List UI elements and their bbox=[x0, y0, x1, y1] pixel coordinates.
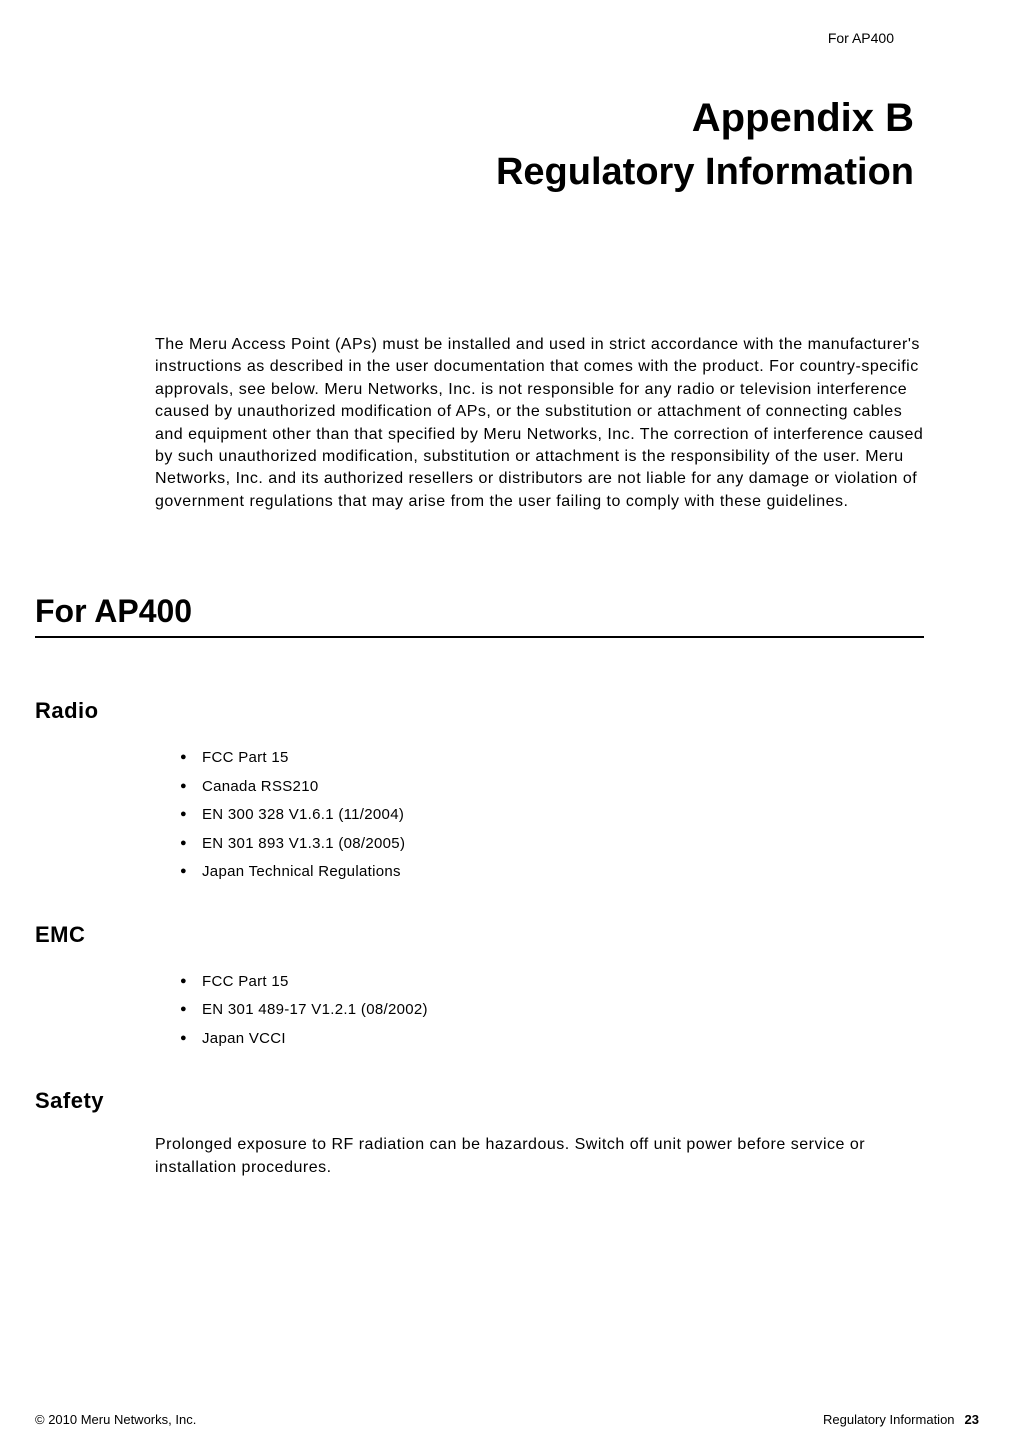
subsection-radio: Radio bbox=[35, 698, 924, 724]
section-heading-ap400: For AP400 bbox=[35, 593, 924, 638]
subsection-emc: EMC bbox=[35, 922, 924, 948]
page-container: For AP400 Appendix B Regulatory Informat… bbox=[0, 0, 1014, 1452]
list-item: EN 300 328 V1.6.1 (11/2004) bbox=[180, 801, 924, 830]
subsection-safety: Safety bbox=[35, 1088, 924, 1114]
list-item: Japan VCCI bbox=[180, 1025, 924, 1054]
list-item: Japan Technical Regulations bbox=[180, 858, 924, 887]
list-item: FCC Part 15 bbox=[180, 968, 924, 997]
footer-page-number: 23 bbox=[965, 1412, 979, 1427]
footer-right: Regulatory Information 23 bbox=[823, 1412, 979, 1427]
footer-copyright: © 2010 Meru Networks, Inc. bbox=[35, 1412, 196, 1427]
list-item: FCC Part 15 bbox=[180, 744, 924, 773]
intro-paragraph: The Meru Access Point (APs) must be inst… bbox=[155, 334, 924, 513]
safety-paragraph: Prolonged exposure to RF radiation can b… bbox=[155, 1134, 924, 1179]
radio-list: FCC Part 15 Canada RSS210 EN 300 328 V1.… bbox=[180, 744, 924, 887]
footer-doc-title: Regulatory Information bbox=[823, 1412, 955, 1427]
page-footer: © 2010 Meru Networks, Inc. Regulatory In… bbox=[35, 1412, 979, 1427]
emc-list: FCC Part 15 EN 301 489-17 V1.2.1 (08/200… bbox=[180, 968, 924, 1054]
running-header: For AP400 bbox=[90, 30, 924, 46]
list-item: Canada RSS210 bbox=[180, 773, 924, 802]
list-item: EN 301 489-17 V1.2.1 (08/2002) bbox=[180, 996, 924, 1025]
appendix-label: Appendix B bbox=[90, 96, 924, 141]
chapter-title: Regulatory Information bbox=[90, 151, 924, 194]
list-item: EN 301 893 V1.3.1 (08/2005) bbox=[180, 830, 924, 859]
